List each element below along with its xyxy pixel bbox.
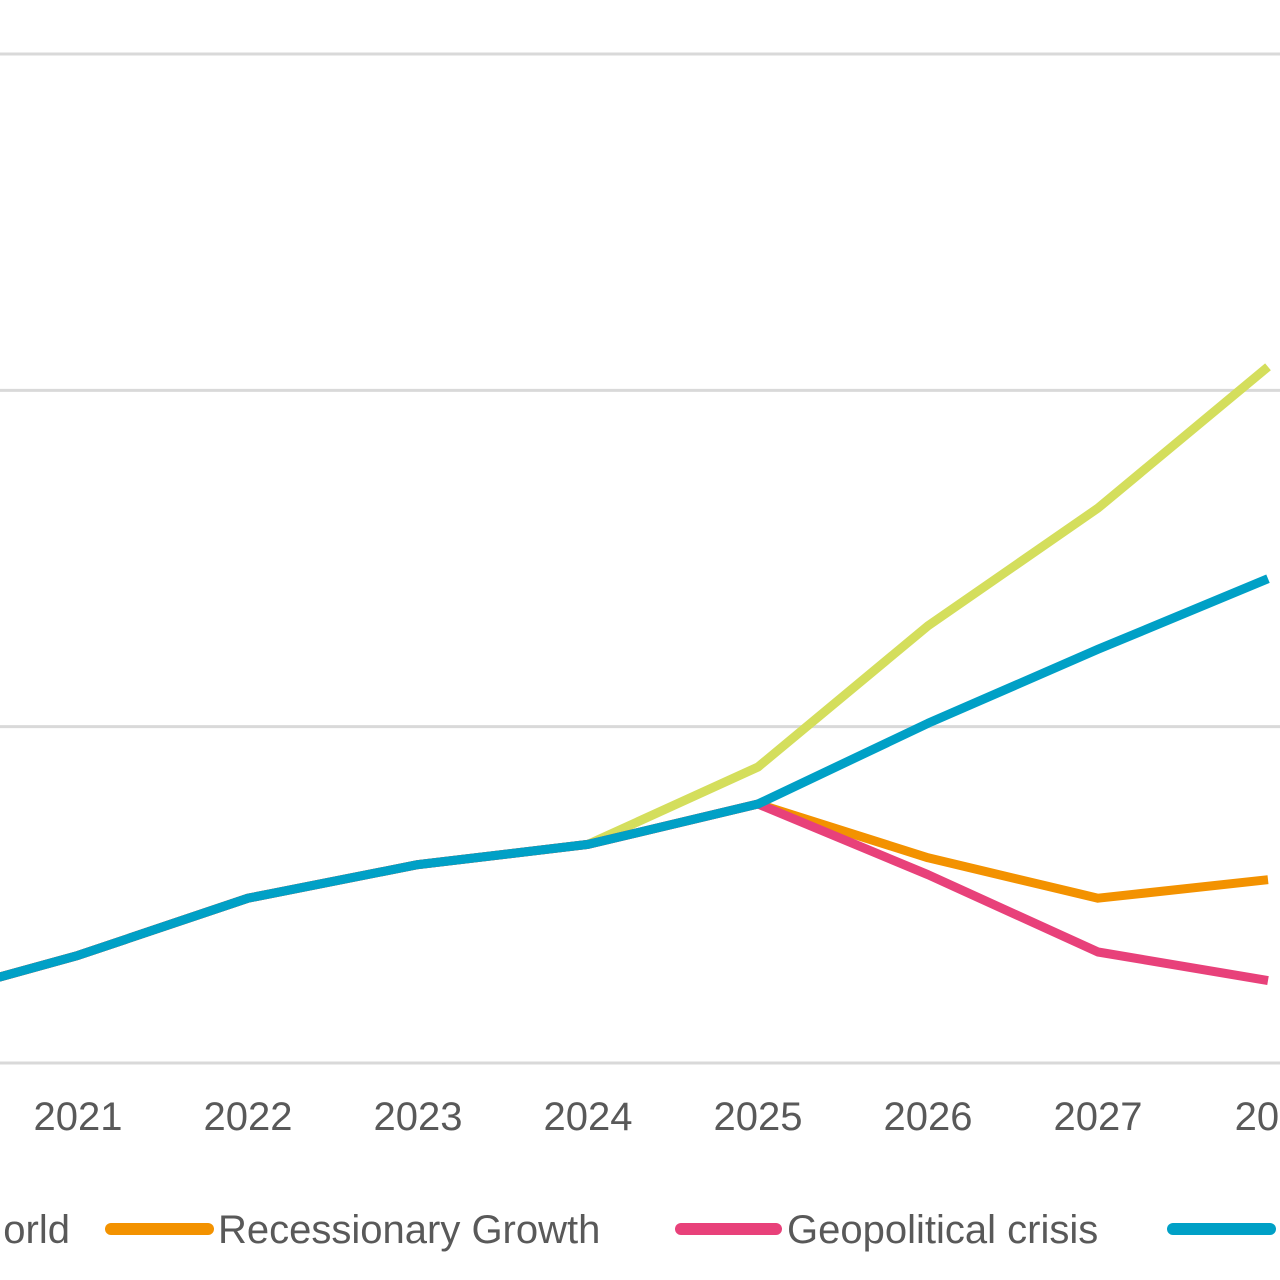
legend-label: Geopolitical crisis <box>787 1208 1098 1252</box>
x-axis-tick-labels: 2021 2022 2023 2024 2025 2026 2027 202 <box>34 1095 1280 1139</box>
x-tick-label: 2021 <box>34 1095 123 1139</box>
legend-label: orld <box>3 1208 70 1252</box>
x-tick-label: 2023 <box>374 1095 463 1139</box>
gridlines <box>0 52 1280 1065</box>
x-tick-label: 2022 <box>204 1095 293 1139</box>
legend-label: Recessionary Growth <box>218 1208 600 1252</box>
x-tick-label: 202 <box>1235 1095 1280 1139</box>
x-tick-label: 2026 <box>884 1095 973 1139</box>
series-line-4 <box>0 574 1270 982</box>
series-line-1 <box>0 363 1271 982</box>
series-lines <box>0 363 1271 986</box>
x-tick-label: 2025 <box>714 1095 803 1139</box>
x-tick-label: 2024 <box>544 1095 633 1139</box>
x-tick-label: 2027 <box>1054 1095 1143 1139</box>
legend: orld Recessionary Growth Geopolitical cris… <box>3 1208 1276 1252</box>
